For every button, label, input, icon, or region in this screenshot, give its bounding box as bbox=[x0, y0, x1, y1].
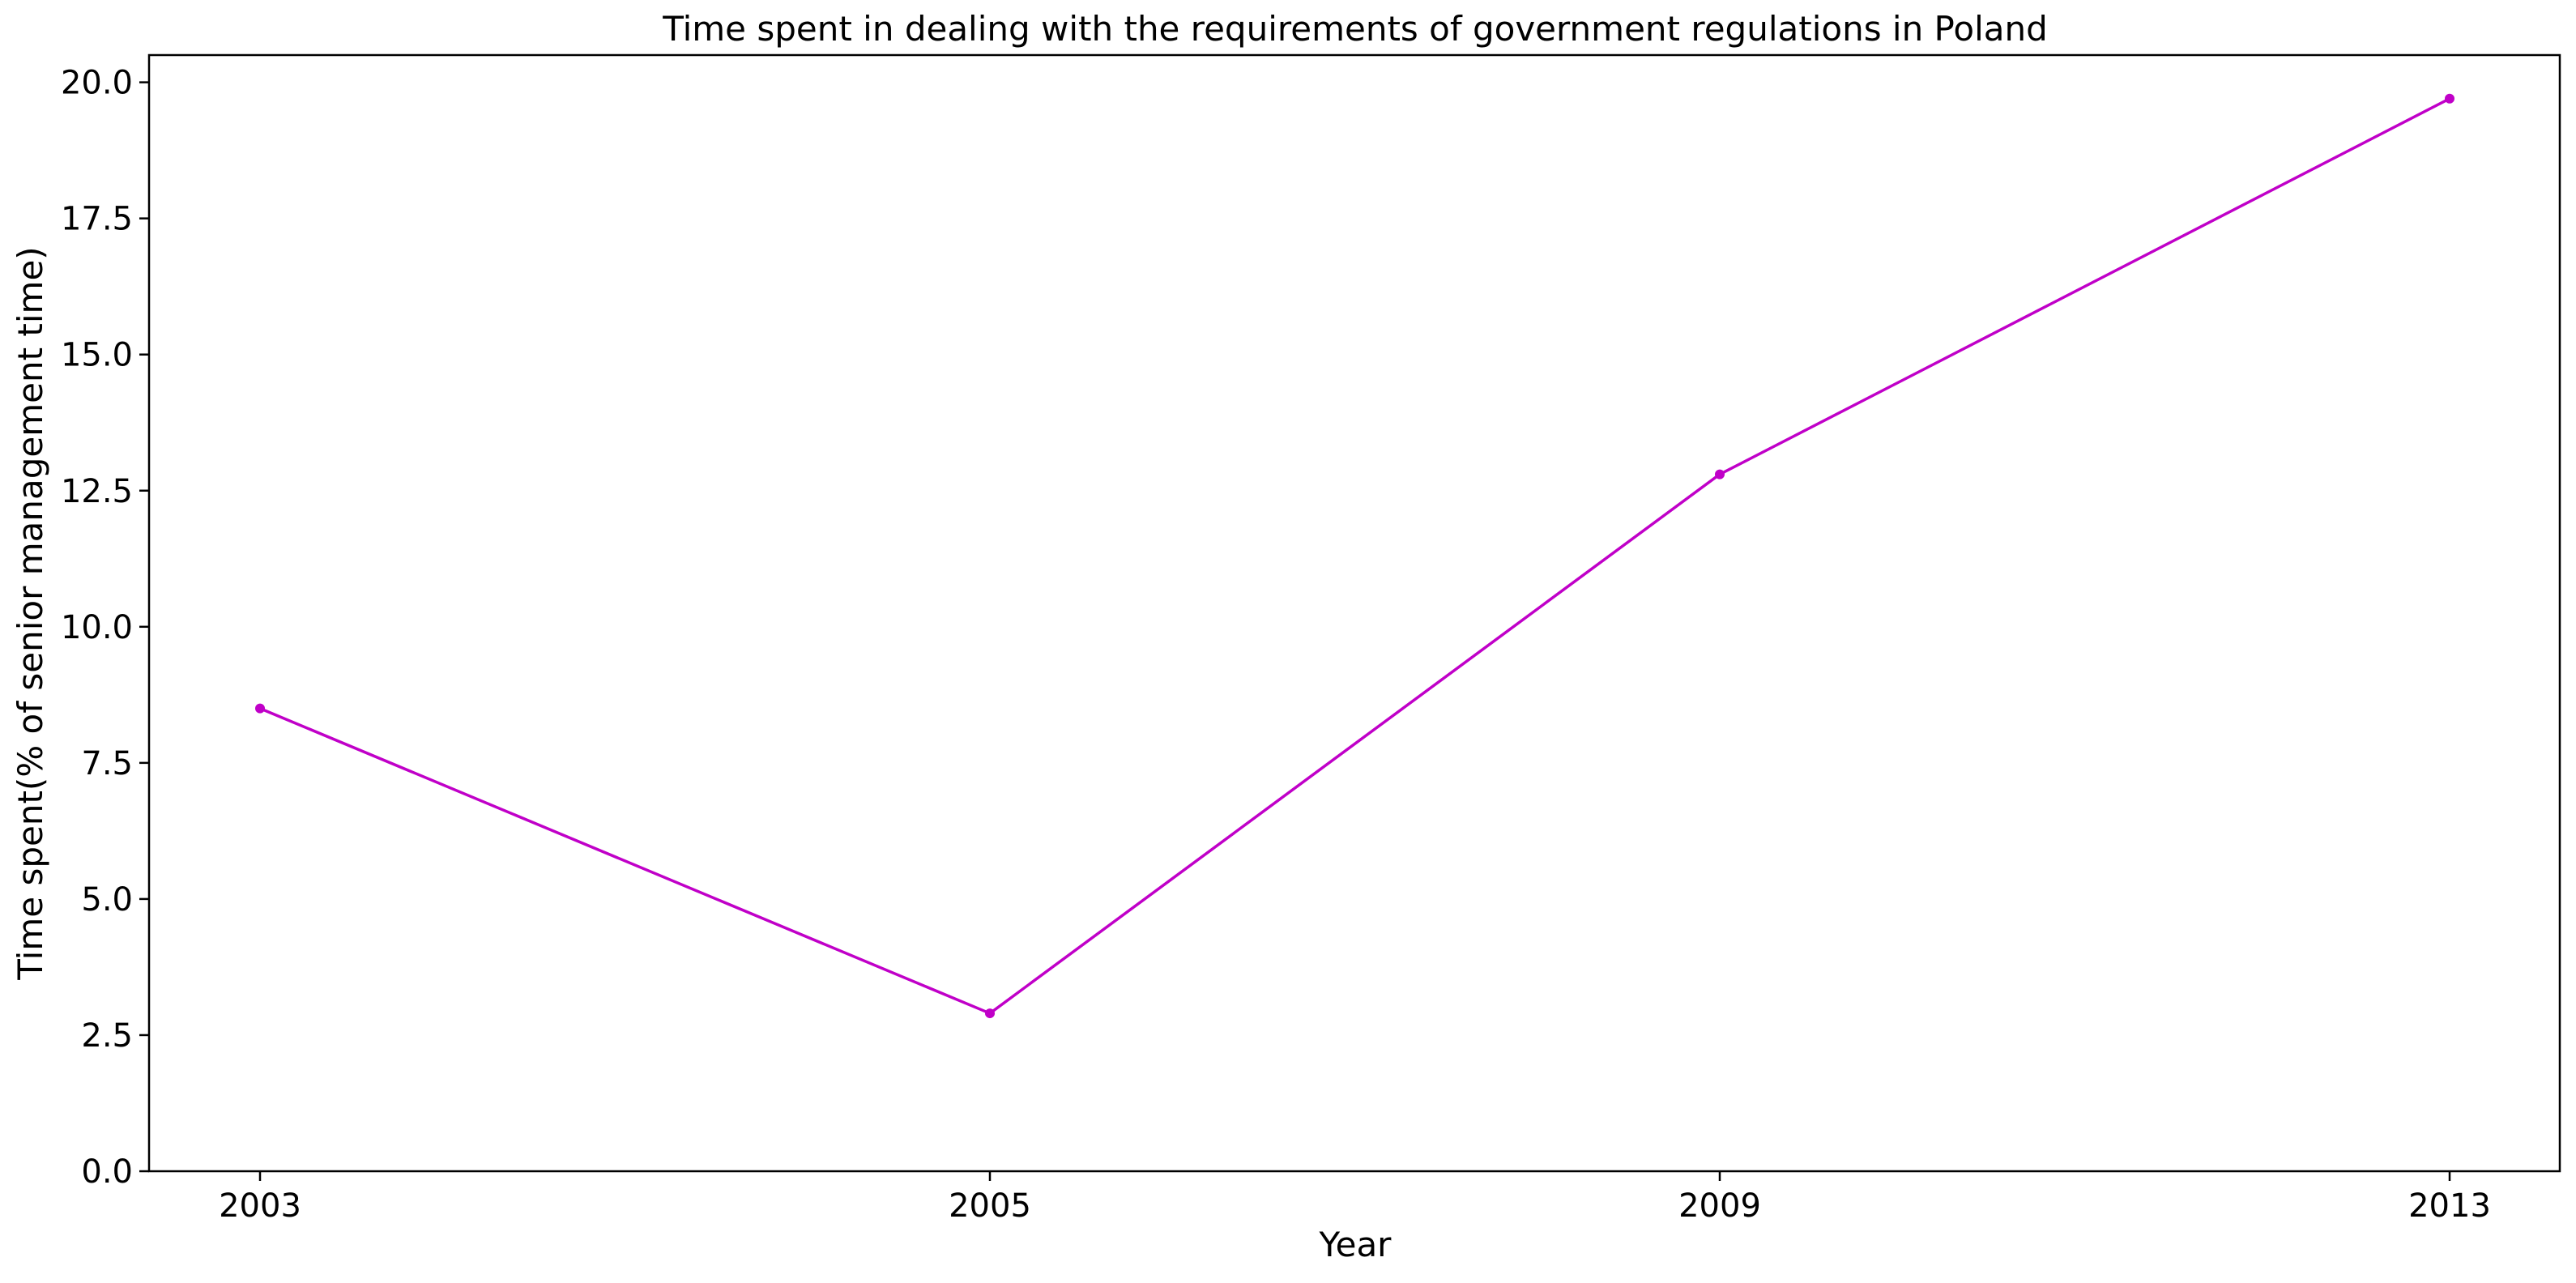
data-point bbox=[255, 703, 265, 714]
x-tick-label: 2005 bbox=[949, 1187, 1031, 1225]
plot-frame bbox=[147, 53, 2561, 1173]
y-tick-label: 15.0 bbox=[61, 337, 133, 374]
data-point bbox=[985, 1008, 995, 1019]
x-tick-label: 2003 bbox=[219, 1187, 301, 1225]
series-line bbox=[259, 97, 2450, 1015]
y-tick-label: 12.5 bbox=[61, 473, 133, 510]
chart-title: Time spent in dealing with the requireme… bbox=[662, 9, 2048, 49]
y-tick-label: 0.0 bbox=[81, 1153, 133, 1191]
y-tick-label: 2.5 bbox=[81, 1017, 133, 1055]
y-tick-label: 17.5 bbox=[61, 201, 133, 238]
series-layer bbox=[255, 93, 2454, 1019]
x-tick-label: 2009 bbox=[1678, 1187, 1761, 1225]
y-tick-label: 7.5 bbox=[81, 745, 133, 782]
y-tick-label: 20.0 bbox=[61, 65, 133, 102]
y-axis: 0.0 2.5 5.0 7.5 10.0 12.5 15.0 17.5 20.0 bbox=[61, 65, 149, 1191]
x-axis-label: Year bbox=[1319, 1225, 1392, 1264]
y-tick-label: 10.0 bbox=[61, 609, 133, 646]
x-tick-label: 2013 bbox=[2408, 1187, 2491, 1225]
data-point bbox=[2445, 93, 2454, 104]
x-axis: 2003 2005 2009 2013 bbox=[219, 1171, 2491, 1225]
data-point bbox=[1715, 469, 1725, 480]
y-axis-label: Time spent(% of senior management time) bbox=[11, 246, 50, 980]
y-tick-label: 5.0 bbox=[81, 881, 133, 919]
